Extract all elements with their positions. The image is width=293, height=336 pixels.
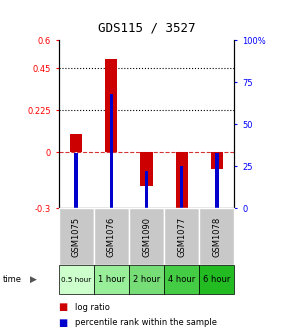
Text: GSM1078: GSM1078 [212, 217, 221, 257]
Bar [180, 166, 183, 208]
Bar [199, 265, 234, 294]
Text: 4 hour: 4 hour [168, 275, 195, 284]
Text: 1 hour: 1 hour [98, 275, 125, 284]
Text: percentile rank within the sample: percentile rank within the sample [75, 318, 217, 327]
Bar [215, 153, 219, 208]
Text: log ratio: log ratio [75, 303, 110, 312]
Text: ■: ■ [59, 318, 68, 328]
Text: ■: ■ [59, 302, 68, 312]
Text: time: time [3, 276, 22, 284]
Bar [199, 208, 234, 265]
Bar [164, 265, 199, 294]
Bar [74, 153, 78, 208]
Bar [129, 265, 164, 294]
Text: GSM1076: GSM1076 [107, 217, 116, 257]
Bar [145, 171, 148, 208]
Bar [70, 134, 82, 152]
Bar [176, 152, 188, 212]
Text: 0.5 hour: 0.5 hour [61, 277, 91, 283]
Bar [110, 94, 113, 208]
Text: GDS115 / 3527: GDS115 / 3527 [98, 22, 195, 35]
Bar [105, 59, 117, 152]
Bar [211, 152, 223, 169]
Text: GSM1075: GSM1075 [72, 217, 81, 257]
Bar [140, 152, 153, 186]
Text: GSM1077: GSM1077 [177, 217, 186, 257]
Bar [59, 208, 94, 265]
Bar [129, 208, 164, 265]
Bar [94, 208, 129, 265]
Bar [164, 208, 199, 265]
Text: GSM1090: GSM1090 [142, 217, 151, 257]
Text: 2 hour: 2 hour [133, 275, 160, 284]
Bar [59, 265, 94, 294]
Text: 6 hour: 6 hour [203, 275, 231, 284]
Bar [94, 265, 129, 294]
Text: ▶: ▶ [30, 276, 37, 284]
